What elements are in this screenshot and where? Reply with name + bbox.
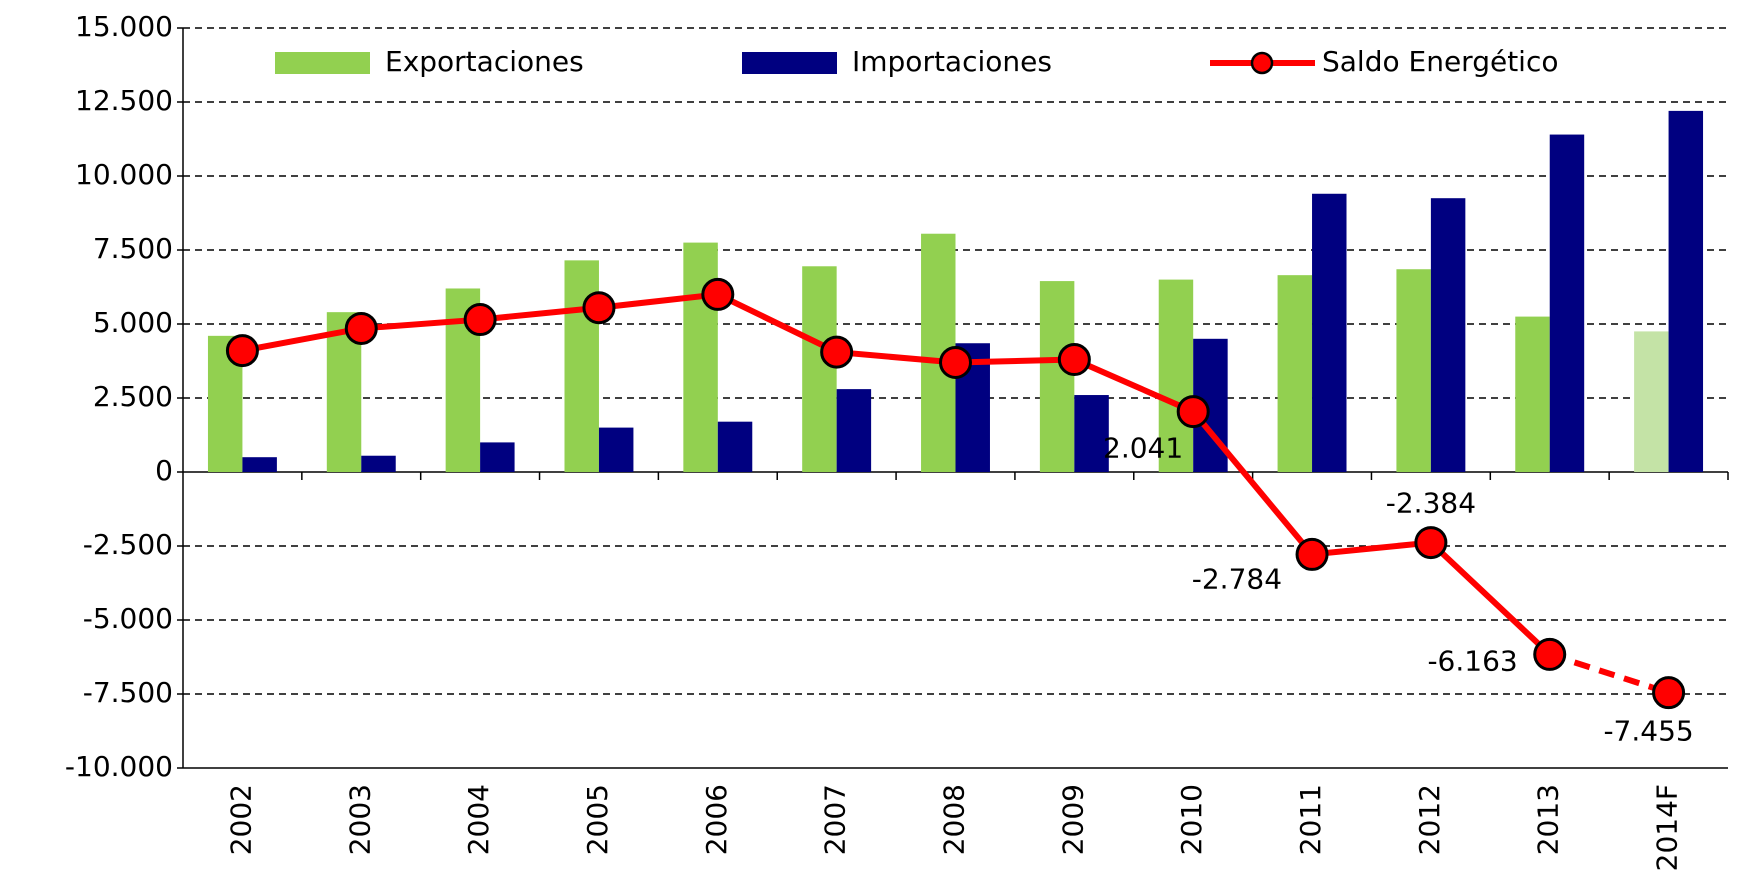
marker (225, 334, 259, 368)
value-label: -2.784 (1192, 562, 1282, 595)
legend-marker (1250, 51, 1274, 75)
x-tick-label: 2005 (581, 784, 614, 855)
marker (820, 335, 854, 369)
y-tick-label: 2.500 (93, 380, 173, 413)
x-tick-label: 2011 (1294, 784, 1327, 855)
forecast-line (1548, 651, 1670, 696)
bar (1039, 281, 1075, 472)
bar (1312, 193, 1347, 472)
y-tick-label: 0 (155, 454, 173, 487)
x-tick-label: 2004 (462, 784, 495, 855)
value-label: -6.163 (1427, 644, 1517, 677)
x-tick-label: 2010 (1175, 784, 1208, 855)
x-tick-label: 2012 (1413, 784, 1446, 855)
bar (683, 242, 718, 472)
y-tick-label: 5.000 (93, 306, 173, 339)
legend-label: Saldo Energético (1322, 45, 1558, 78)
legend-swatch (742, 52, 837, 74)
bar (1668, 110, 1704, 472)
bar (1549, 134, 1585, 472)
line (241, 291, 1552, 657)
bar (802, 266, 837, 472)
bar (598, 427, 634, 472)
bar (361, 455, 396, 472)
y-tick-label: -2.500 (83, 528, 173, 561)
y-tick-label: -5.000 (83, 602, 173, 635)
y-tick-label: 15.000 (75, 10, 173, 43)
x-tick-label: 2008 (938, 784, 971, 855)
value-label: -2.384 (1386, 487, 1476, 520)
bar (836, 389, 872, 472)
bar (717, 421, 753, 472)
y-tick-label: 7.500 (93, 232, 173, 265)
marker (1057, 343, 1091, 377)
y-tick-label: 12.500 (75, 84, 173, 117)
y-tick-label: -7.500 (83, 676, 173, 709)
marker (463, 303, 497, 337)
x-tick-label: 2014F (1651, 784, 1684, 871)
x-tick-label: 2013 (1532, 784, 1565, 855)
bar (1277, 275, 1313, 472)
marker (1533, 637, 1567, 671)
x-tick-label: 2007 (819, 784, 852, 855)
marker (344, 311, 378, 345)
bar (1074, 395, 1109, 472)
x-tick-label: 2009 (1056, 784, 1089, 855)
bar (1634, 331, 1669, 472)
marker (1295, 537, 1329, 571)
marker (582, 291, 616, 325)
bar (242, 457, 277, 472)
bar (1515, 316, 1550, 472)
bar (480, 442, 515, 472)
legend-label: Exportaciones (385, 45, 584, 78)
value-label: 2.041 (1103, 432, 1183, 465)
marker (1414, 526, 1448, 560)
y-tick-label: -10.000 (65, 750, 173, 783)
bar (1430, 198, 1466, 472)
marker (1176, 395, 1210, 429)
value-label: -7.455 (1603, 715, 1693, 748)
y-tick-label: 10.000 (75, 158, 173, 191)
legend-label: Importaciones (852, 45, 1052, 78)
x-tick-label: 2006 (700, 784, 733, 855)
x-tick-label: 2003 (343, 784, 376, 855)
bar (1158, 279, 1194, 472)
x-tick-label: 2002 (224, 784, 257, 855)
bar (1396, 269, 1431, 472)
marker (1652, 676, 1686, 710)
legend-swatch (275, 52, 370, 74)
marker (939, 345, 972, 379)
marker (701, 277, 735, 311)
